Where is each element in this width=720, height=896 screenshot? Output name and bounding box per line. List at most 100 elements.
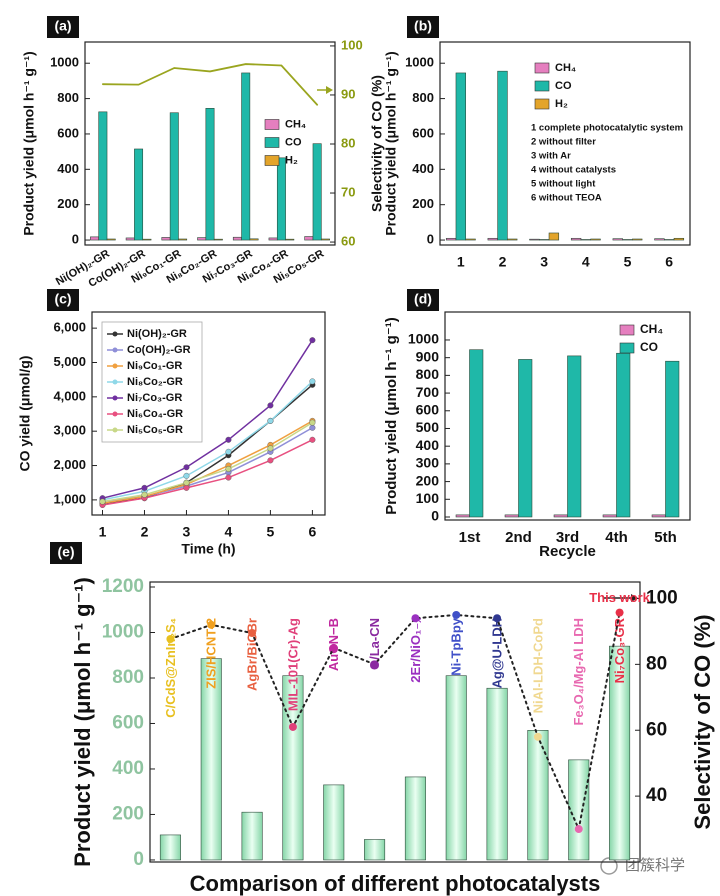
legend-label: Ni(OH)₂-GR [127, 328, 187, 340]
bar [142, 238, 152, 241]
selectivity-point [574, 825, 583, 834]
bar [507, 238, 518, 241]
bar [232, 236, 242, 241]
bar [285, 238, 295, 241]
y-tick-label: 800 [57, 90, 79, 105]
note: 5 without light [531, 179, 596, 190]
x-tick-label: 2Er/NiO₁₋ₓ [408, 618, 423, 683]
series-point [267, 417, 274, 424]
legend-label: Ni₅Co₅-GR [127, 424, 183, 436]
selectivity-point [493, 614, 502, 623]
bar [125, 237, 135, 241]
x-tick-label: 6 [309, 524, 317, 540]
legend-label: Ni₈Co₂-GR [127, 376, 183, 388]
y-axis-label: Product yield (μmol h⁻¹ g⁻¹) [70, 577, 95, 867]
bar [673, 237, 685, 241]
bar [570, 237, 582, 241]
selectivity-point [370, 660, 379, 669]
watermark: 团簇科学 [625, 856, 685, 874]
bar [268, 237, 278, 241]
bar [612, 238, 623, 241]
y-tick-label: 1000 [408, 331, 439, 347]
legend-swatch [534, 98, 550, 110]
y-tick-label: 400 [112, 758, 144, 779]
panel-label: (c) [54, 291, 71, 307]
note: 1 complete photocatalytic system [531, 123, 683, 134]
note: 3 with Ar [531, 151, 571, 162]
bar [445, 675, 467, 861]
bar [200, 658, 222, 861]
y-tick-label: 400 [57, 161, 79, 176]
panel-label: (a) [54, 18, 71, 34]
y-axis-label: Product yield (μmol h⁻¹ g⁻¹) [383, 317, 400, 515]
plot-frame [439, 41, 691, 246]
x-tick-label: Ni-TpBpy [449, 617, 464, 676]
y2-tick-label: 40 [646, 785, 667, 806]
series-point [309, 378, 316, 385]
bar [404, 776, 426, 861]
y-tick-label: 200 [112, 803, 144, 824]
series-point [309, 436, 316, 443]
panel-label: (b) [414, 18, 432, 34]
series-point [225, 474, 232, 481]
bar [276, 157, 286, 241]
bar [654, 238, 665, 241]
y-tick-label: 800 [112, 667, 144, 688]
legend-label: Ni₉Co₁-GR [127, 360, 182, 372]
series-line [102, 339, 314, 499]
y-tick-label: 300 [416, 455, 440, 471]
bar [602, 514, 617, 518]
x-tick-label: 1 [457, 254, 465, 270]
legend-marker [112, 331, 118, 337]
legend-label: H₂ [285, 154, 298, 166]
y-tick-label: 200 [412, 196, 434, 211]
y-tick-label: 600 [412, 125, 434, 140]
y2-tick-label: 70 [341, 184, 355, 199]
plot-frame [444, 311, 691, 521]
series-line [102, 421, 313, 503]
axis-arrow-head [326, 86, 333, 94]
y-axis-label: Product yield (μmol h⁻¹ g⁻¹) [383, 51, 399, 235]
bar [486, 687, 508, 861]
legend-label: CO [640, 340, 658, 354]
y2-tick-label: 80 [646, 653, 667, 674]
series-line [102, 380, 313, 501]
series-point [141, 491, 148, 498]
y-tick-label: 600 [57, 125, 79, 140]
y-tick-label: 400 [416, 437, 440, 453]
x-tick-label: NiAl-LDH-CoPd [530, 618, 545, 713]
y-tick-label: 700 [416, 384, 440, 400]
y-tick-label: 800 [412, 90, 434, 105]
x-tick-label: 4th [605, 529, 628, 546]
bar [622, 239, 633, 241]
y-tick-label: 1000 [405, 55, 434, 70]
bar [364, 839, 386, 861]
bar [134, 148, 144, 241]
y-tick-label: 400 [412, 161, 434, 176]
bar [321, 238, 330, 241]
x-tick-label: 2 [499, 254, 507, 270]
y-tick-label: 1000 [102, 622, 144, 643]
selectivity-point [166, 634, 175, 643]
bar [487, 237, 498, 241]
panel-label-box [407, 16, 439, 38]
legend-swatch [264, 119, 280, 130]
series-point [225, 448, 232, 455]
selectivity-point [329, 643, 338, 652]
x-tick-label: 5 [624, 254, 632, 270]
selectivity-point [533, 732, 542, 741]
selectivity-point [288, 722, 297, 731]
y-tick-label: 6,000 [53, 320, 86, 335]
y-tick-label: 600 [112, 712, 144, 733]
panel-label-box [47, 289, 79, 311]
y-tick-label: 900 [416, 348, 440, 364]
series-point [183, 464, 190, 471]
bar [241, 72, 251, 241]
selectivity-point [248, 629, 257, 638]
bar [455, 72, 466, 241]
x-tick-label: 3rd [556, 529, 579, 546]
y-tick-label: 4,000 [53, 388, 86, 403]
legend-marker [112, 363, 118, 369]
y-tick-label: 3,000 [53, 423, 86, 438]
selectivity-point [207, 620, 216, 629]
